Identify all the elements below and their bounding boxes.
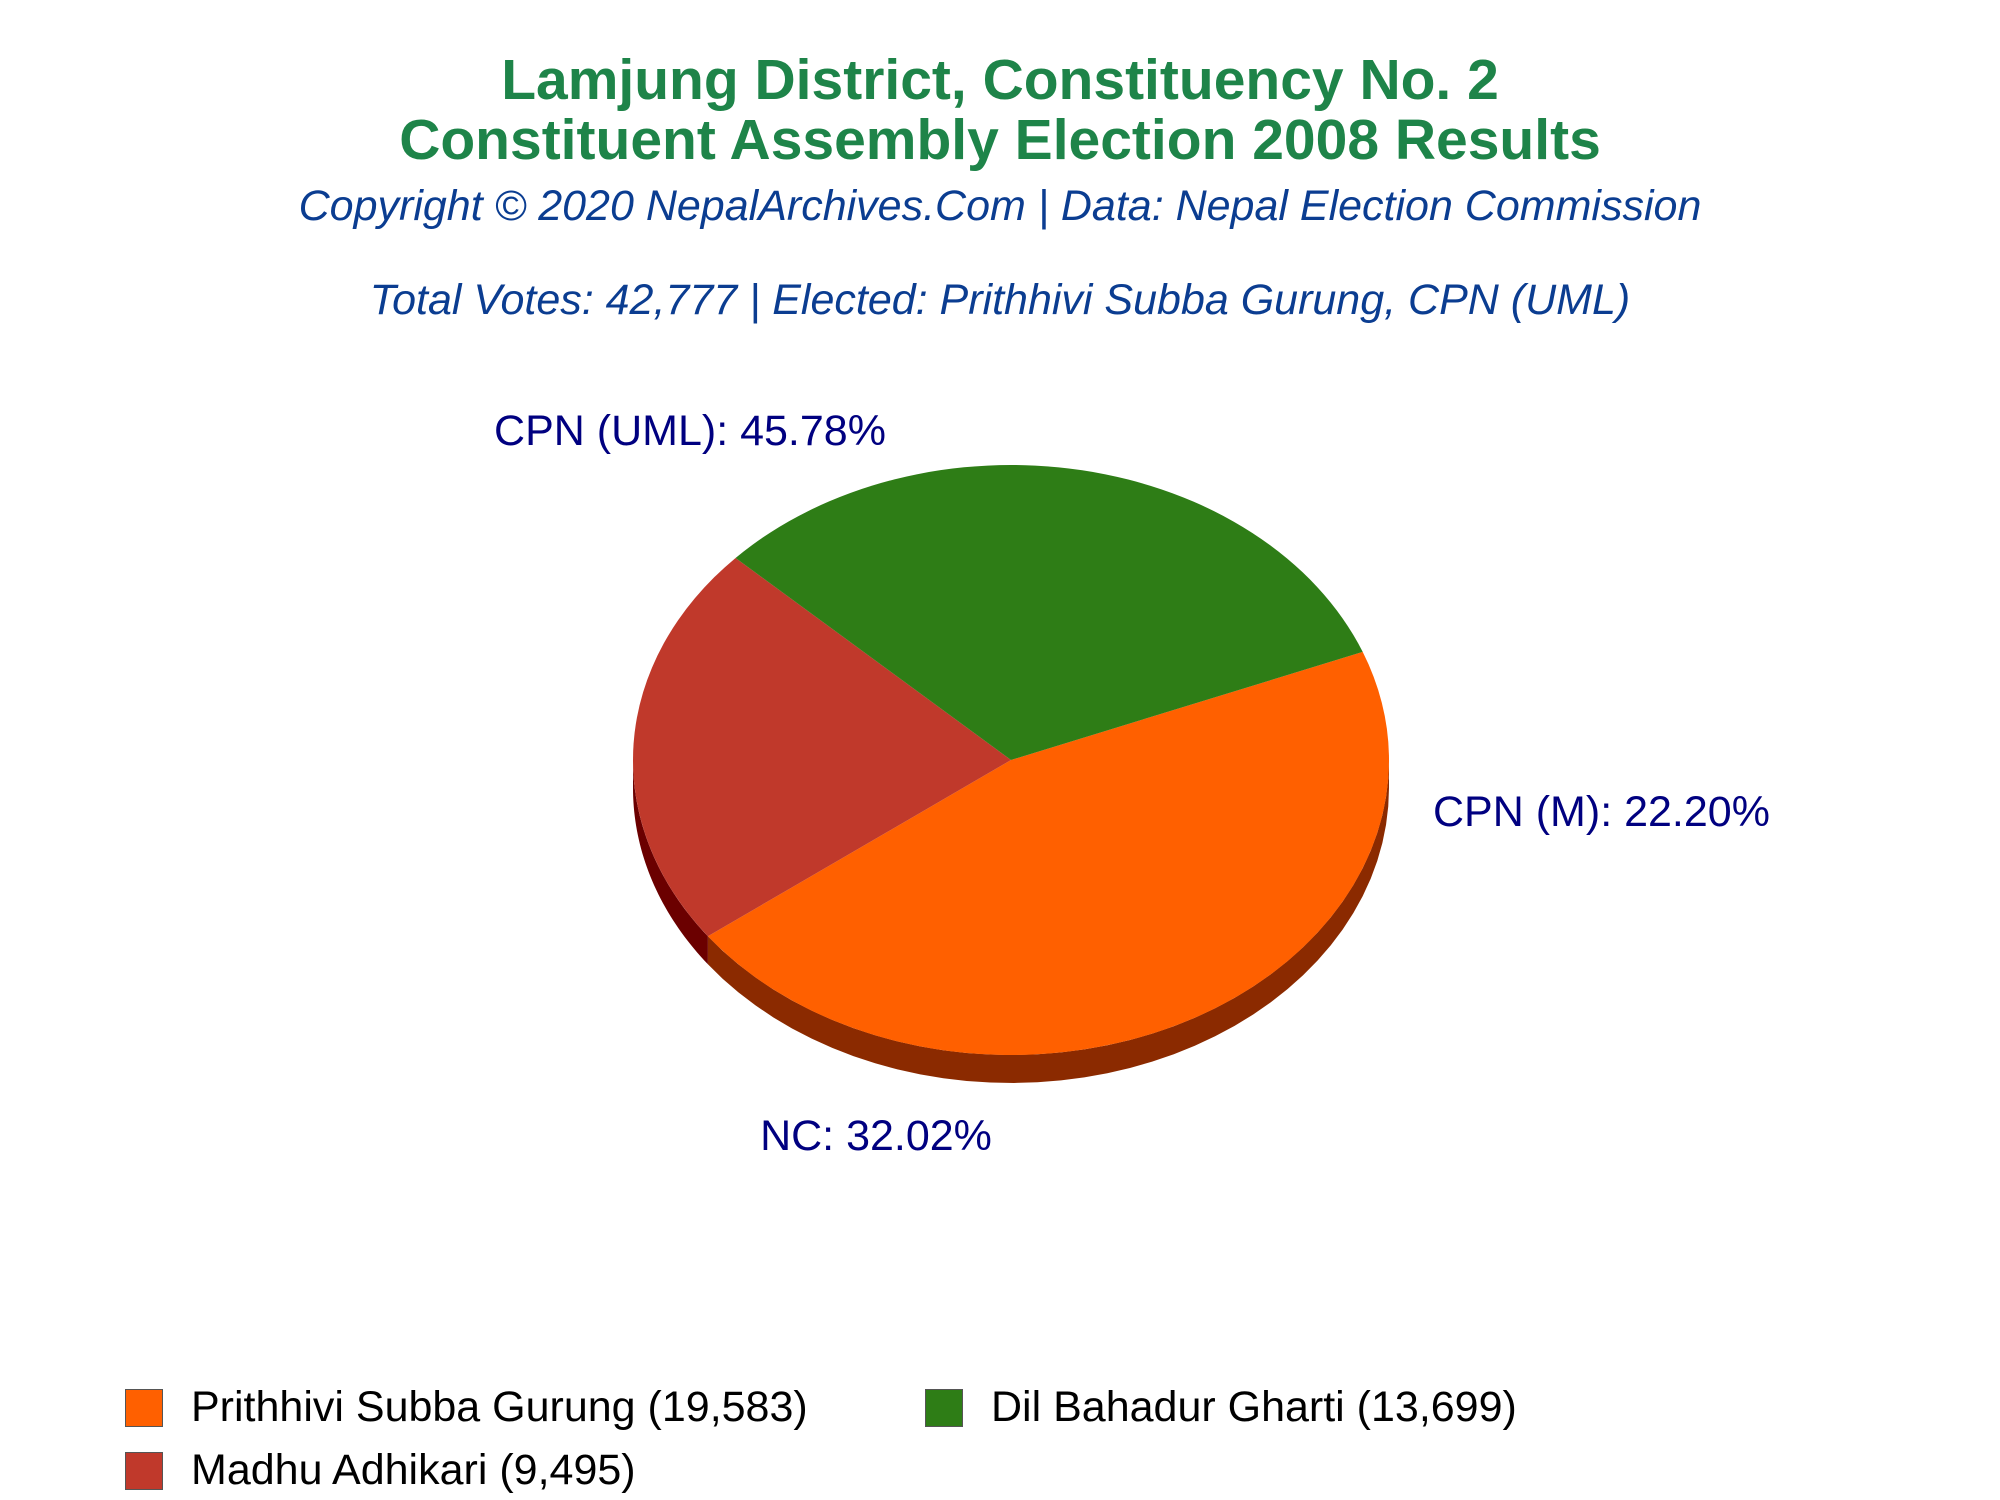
- chart-subtitle: Copyright © 2020 NepalArchives.Com | Dat…: [298, 182, 1702, 230]
- slice-label-2: NC: 32.02%: [760, 1112, 992, 1160]
- legend-swatch: [125, 1451, 163, 1490]
- slice-label-1: CPN (M): 22.20%: [1433, 788, 1770, 836]
- legend-label: Madhu Adhikari (9,495): [191, 1446, 636, 1494]
- pie-side-1: [633, 760, 708, 965]
- slice-label-0: CPN (UML): 45.78%: [494, 407, 886, 455]
- legend-label: Prithhivi Subba Gurung (19,583): [191, 1383, 808, 1431]
- chart-title-line2: Constituent Assembly Election 2008 Resul…: [399, 108, 1601, 172]
- legend-swatch: [125, 1388, 163, 1427]
- legend-item: Dil Bahadur Gharti (13,699): [925, 1383, 1517, 1432]
- legend-swatch: [925, 1388, 963, 1427]
- chart-summary: Total Votes: 42,777 | Elected: Prithhivi…: [369, 276, 1631, 324]
- legend-item: Prithhivi Subba Gurung (19,583): [125, 1383, 808, 1432]
- pie-slice-0: [707, 651, 1390, 1055]
- chart-title-line1: Lamjung District, Constituency No. 2: [501, 48, 1499, 112]
- legend-label: Dil Bahadur Gharti (13,699): [991, 1383, 1517, 1431]
- pie-slice-1: [632, 557, 1011, 937]
- legend-item: Madhu Adhikari (9,495): [125, 1446, 636, 1495]
- pie-slice-2: [735, 465, 1363, 760]
